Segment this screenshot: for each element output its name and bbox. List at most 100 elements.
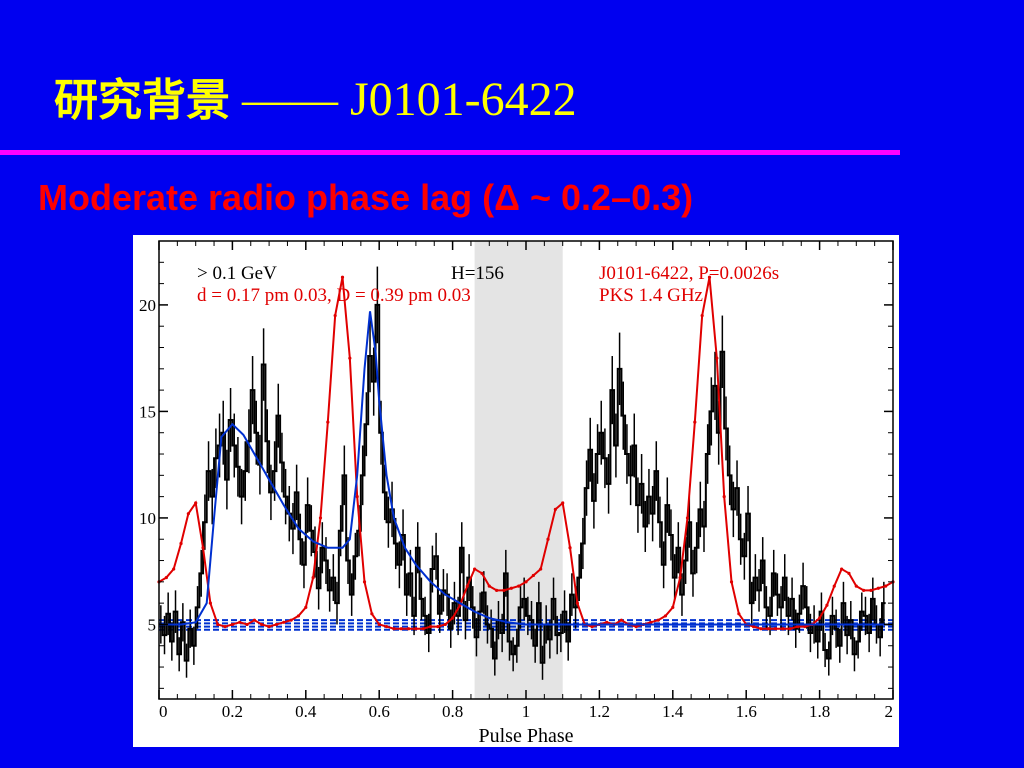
- radio-profile-point: [634, 624, 638, 629]
- radio-profile-point: [678, 575, 682, 580]
- radio-profile-point: [487, 584, 491, 588]
- radio-profile-point: [715, 356, 719, 360]
- radio-profile-point: [186, 512, 190, 516]
- gamma-fit-line: [159, 311, 893, 626]
- radio-profile-point: [223, 624, 227, 629]
- radio-profile-point: [590, 624, 594, 629]
- radio-profile-point: [862, 588, 866, 592]
- radio-profile-point: [179, 541, 183, 546]
- radio-profile-point: [377, 622, 381, 627]
- radio-profile-point: [766, 627, 770, 631]
- radio-profile-point: [722, 495, 726, 499]
- radio-profile-point: [502, 588, 506, 592]
- title-rule: [0, 150, 900, 155]
- radio-profile-point: [884, 584, 888, 588]
- x-tick-label: 0.4: [295, 702, 317, 721]
- radio-profile-point: [348, 356, 352, 360]
- radio-profile-point: [729, 580, 734, 584]
- radio-profile-point: [318, 516, 323, 520]
- slide-title-rest: —— J0101-6422: [230, 73, 577, 126]
- x-axis-label: Pulse Phase: [479, 725, 574, 747]
- radio-profile-point: [172, 567, 176, 571]
- annotation-pulsar: J0101-6422, P=0.0026s: [599, 263, 779, 284]
- pulse-profile-chart: 0 0.2 0.4 0.6 0.8 1 1.2 1.4 1.6 1.8 2 5 10 15 20 > 0.1…: [139, 240, 895, 747]
- radio-profile-point: [517, 584, 521, 588]
- y-tick-label: 20: [139, 296, 156, 315]
- radio-profile-point: [803, 624, 807, 629]
- radio-profile-point: [480, 571, 484, 575]
- radio-profile-point: [685, 516, 690, 520]
- radio-profile-point: [164, 575, 168, 580]
- y-tick-label: 15: [139, 402, 156, 421]
- x-tick-label: 0.6: [369, 702, 390, 721]
- radio-profile-point: [238, 620, 242, 624]
- radio-profile-point: [304, 605, 308, 609]
- radio-profile-point: [656, 618, 660, 622]
- radio-profile-point: [531, 573, 535, 578]
- radio-profile-point: [311, 575, 315, 580]
- radio-profile-point: [495, 588, 499, 592]
- x-tick-label: 0: [159, 702, 168, 721]
- radio-profile-point: [362, 580, 367, 584]
- radio-profile-point: [539, 567, 543, 571]
- radio-profile-point: [252, 618, 257, 622]
- radio-profile-point: [847, 571, 851, 575]
- radio-profile-point: [509, 586, 513, 590]
- radio-profile-point: [832, 584, 836, 588]
- radio-profile-point: [619, 618, 624, 622]
- annotation-radio: PKS 1.4 GHz: [599, 285, 703, 306]
- radio-profile-point: [671, 605, 675, 609]
- radio-profile-point: [340, 275, 345, 279]
- radio-profile-point: [216, 622, 220, 627]
- radio-profile-point: [355, 495, 359, 499]
- radio-profile-point: [230, 622, 234, 627]
- slide-title-cjk: 研究背景: [54, 75, 230, 126]
- annotation-energy: > 0.1 GeV: [197, 263, 277, 284]
- radio-profile-point: [370, 612, 374, 616]
- gamma-histogram: [159, 303, 886, 664]
- radio-profile-point: [392, 627, 396, 631]
- radio-profile-point: [333, 313, 337, 318]
- radio-profile-point: [788, 627, 792, 631]
- x-tick-label: 1: [522, 702, 531, 721]
- radio-profile-point: [421, 627, 425, 631]
- radio-profile-point: [260, 622, 264, 627]
- radio-profile-point: [818, 616, 822, 620]
- radio-profile-point: [575, 601, 579, 605]
- radio-profile-point: [825, 603, 829, 607]
- x-tick-label: 0.2: [222, 702, 243, 721]
- radio-profile-point: [384, 624, 389, 629]
- radio-profile-point: [546, 537, 550, 541]
- radio-profile-point: [451, 616, 455, 620]
- radio-profile-point: [208, 601, 212, 605]
- x-tick-label: 1.6: [736, 702, 757, 721]
- radio-profile-point: [443, 622, 447, 627]
- radio-profile-point: [326, 420, 330, 424]
- radio-profile-point: [561, 501, 565, 505]
- radio-profile-point: [414, 627, 418, 631]
- radio-profile-point: [524, 580, 528, 584]
- radio-profile-point: [869, 588, 873, 592]
- radio-profile-point: [781, 627, 785, 631]
- plot-frame: 0 0.2 0.4 0.6 0.8 1 1.2 1.4 1.6 1.8 2 5 10 15 20 > 0.1…: [133, 235, 899, 747]
- radio-profile-point: [568, 546, 572, 550]
- annotation-fit: d = 0.17 pm 0.03, D = 0.39 pm 0.03: [197, 285, 471, 306]
- radio-profile-point: [267, 624, 271, 629]
- radio-profile-point: [773, 627, 778, 631]
- radio-profile-point: [876, 586, 880, 590]
- radio-profile-point: [737, 612, 741, 616]
- radio-profile-point: [436, 624, 440, 629]
- slide-title: 研究背景 —— J0101-6422: [54, 72, 577, 129]
- radio-profile-point: [707, 275, 712, 279]
- radio-profile-point: [700, 313, 704, 318]
- x-tick-label: 2: [885, 702, 894, 721]
- radio-profile-point: [795, 624, 800, 629]
- radio-profile-point: [759, 627, 763, 631]
- x-tick-label: 1.2: [589, 702, 610, 721]
- radio-profile-point: [854, 584, 858, 588]
- annotation-htest: H=156: [451, 263, 504, 284]
- radio-profile-point: [194, 501, 198, 505]
- y-tick-label: 10: [139, 509, 156, 528]
- radio-profile-point: [428, 624, 433, 629]
- radio-profile-point: [406, 627, 411, 631]
